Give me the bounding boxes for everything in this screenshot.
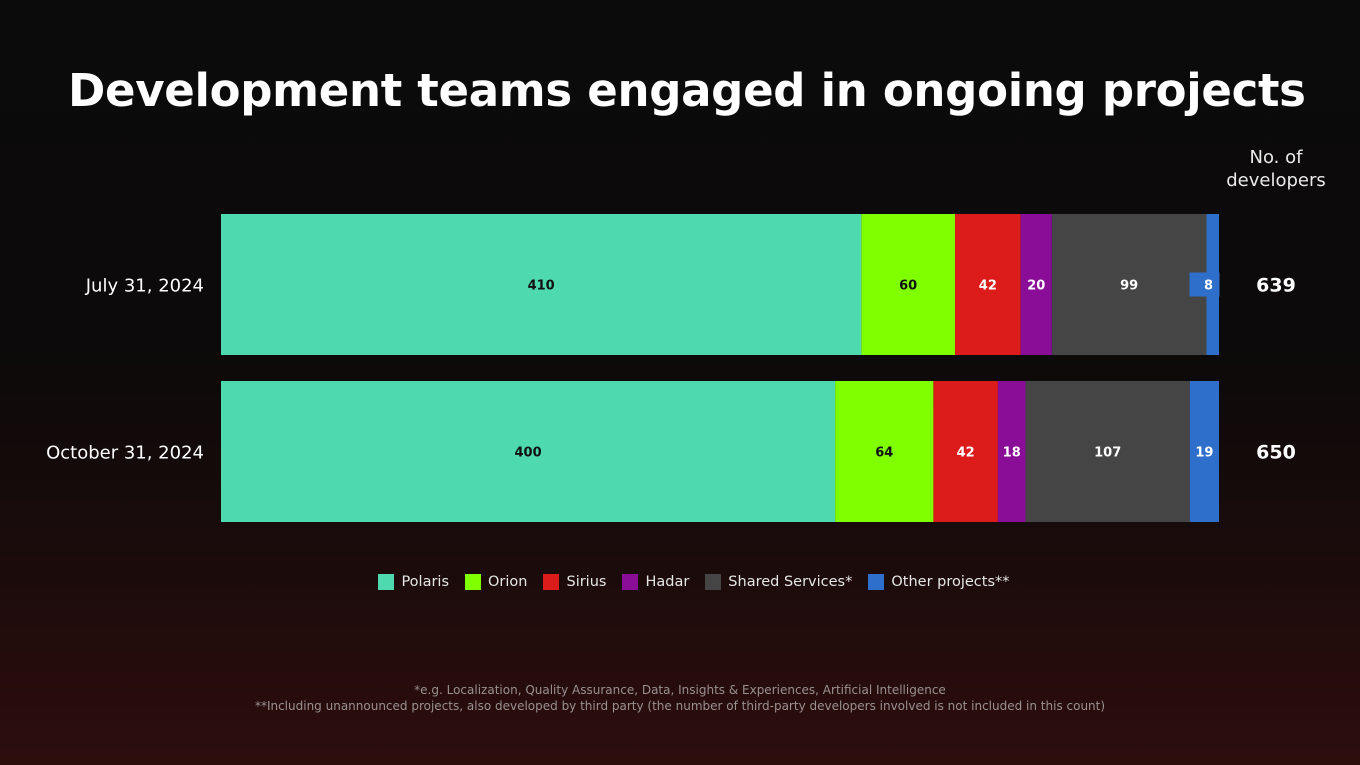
total-column-header: No. of developers	[1226, 147, 1326, 191]
chart-title: Development teams engaged in ongoing pro…	[68, 64, 1306, 117]
data-label-hadar-july-31-2024: 20	[1027, 279, 1045, 294]
bar-segment-hadar-october-31-2024	[997, 381, 1026, 522]
data-label-sirius-july-31-2024: 42	[979, 279, 997, 294]
data-label-polaris-october-31-2024: 400	[515, 446, 542, 461]
footnote-2: **Including unannounced projects, also d…	[254, 699, 1106, 713]
bar-segment-orion-october-31-2024	[835, 381, 934, 522]
category-label-july-31-2024: July 31, 2024	[85, 276, 204, 297]
legend-label-shared-services: Shared Services*	[728, 574, 853, 590]
data-label-shared-services-july-31-2024: 99	[1120, 279, 1138, 294]
data-label-orion-july-31-2024: 60	[899, 279, 917, 294]
footnotes: *e.g. Localization, Quality Assurance, D…	[0, 682, 1360, 714]
data-label-other-projects-october-31-2024: 19	[1195, 446, 1213, 461]
legend-item-hadar: Hadar	[622, 574, 689, 590]
data-label-sirius-october-31-2024: 42	[957, 446, 975, 461]
footnote-1: *e.g. Localization, Quality Assurance, D…	[414, 683, 946, 697]
legend-swatch-orion	[465, 574, 482, 590]
total-value-july-31-2024: 639	[1256, 275, 1296, 297]
legend-label-sirius: Sirius	[566, 574, 607, 590]
category-label-october-31-2024: October 31, 2024	[46, 443, 204, 464]
data-label-badge-other-projects-july-31-2024	[1189, 272, 1220, 297]
legend-swatch-shared-services	[705, 574, 722, 590]
legend-swatch-hadar	[622, 574, 639, 590]
bar-segment-other-projects-october-31-2024	[1189, 381, 1219, 522]
legend-swatch-other-projects	[868, 574, 885, 590]
bar-segment-polaris-july-31-2024	[221, 214, 862, 355]
legend-label-hadar: Hadar	[645, 574, 690, 590]
legend-label-orion: Orion	[488, 574, 528, 590]
legend-label-polaris: Polaris	[401, 574, 450, 590]
data-label-other-projects-july-31-2024: 8	[1204, 279, 1213, 294]
bar-segment-sirius-october-31-2024	[933, 381, 998, 522]
bar-segment-polaris-october-31-2024	[221, 381, 836, 522]
total-value-october-31-2024: 650	[1256, 442, 1296, 464]
bar-segment-sirius-july-31-2024	[955, 214, 1021, 355]
legend-item-other-projects: Other projects**	[868, 574, 1010, 590]
legend-item-polaris: Polaris	[378, 574, 449, 590]
data-label-polaris-july-31-2024: 410	[528, 279, 555, 294]
legend-item-shared-services: Shared Services*	[705, 574, 852, 590]
data-label-shared-services-october-31-2024: 107	[1094, 446, 1121, 461]
bar-segment-hadar-july-31-2024	[1020, 214, 1052, 355]
legend-label-other-projects: Other projects**	[891, 574, 1010, 590]
bar-segment-orion-july-31-2024	[861, 214, 956, 355]
legend-swatch-sirius	[543, 574, 560, 590]
legend-item-sirius: Sirius	[543, 574, 606, 590]
bar-segment-shared-services-october-31-2024	[1025, 381, 1190, 522]
bar-segment-shared-services-july-31-2024	[1051, 214, 1207, 355]
data-label-hadar-october-31-2024: 18	[1003, 446, 1021, 461]
chart-legend: Polaris Orion Sirius Hadar Shared Servic…	[0, 574, 1360, 590]
legend-swatch-polaris	[378, 574, 395, 590]
data-label-orion-october-31-2024: 64	[875, 446, 893, 461]
legend-item-orion: Orion	[465, 574, 527, 590]
